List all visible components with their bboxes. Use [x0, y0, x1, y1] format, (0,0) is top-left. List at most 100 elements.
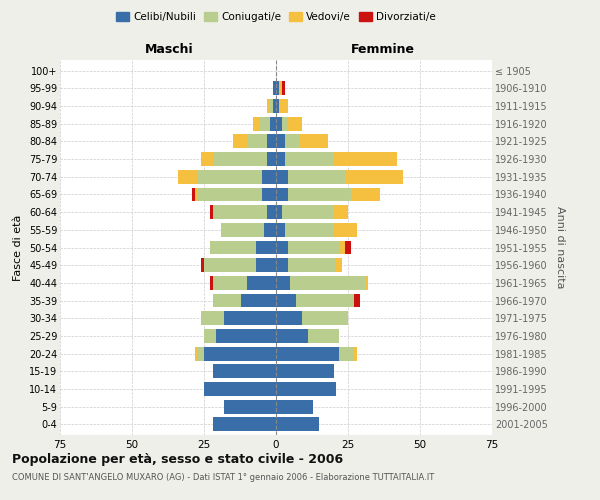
Bar [284, 134, 299, 148]
Bar [224, 400, 276, 413]
Bar [287, 117, 302, 130]
Bar [365, 276, 368, 290]
Bar [287, 170, 345, 183]
Bar [345, 170, 403, 183]
Bar [210, 205, 212, 219]
Bar [276, 99, 279, 113]
Bar [337, 258, 342, 272]
Bar [351, 188, 380, 202]
Bar [276, 258, 287, 272]
Bar [204, 382, 276, 396]
Bar [287, 188, 351, 202]
Bar [276, 134, 284, 148]
Bar [276, 240, 287, 254]
Bar [273, 99, 276, 113]
Bar [354, 294, 359, 308]
Bar [198, 346, 204, 360]
Bar [276, 117, 282, 130]
Bar [256, 258, 276, 272]
Bar [276, 294, 296, 308]
Bar [193, 188, 196, 202]
Bar [287, 258, 337, 272]
Bar [233, 134, 247, 148]
Bar [282, 82, 284, 95]
Bar [282, 205, 334, 219]
Text: COMUNE DI SANT'ANGELO MUXARO (AG) - Dati ISTAT 1° gennaio 2006 - Elaborazione TU: COMUNE DI SANT'ANGELO MUXARO (AG) - Dati… [12, 472, 434, 482]
Bar [299, 134, 328, 148]
Bar [256, 240, 276, 254]
Bar [334, 205, 348, 219]
Bar [262, 188, 276, 202]
Bar [241, 294, 276, 308]
Bar [253, 117, 259, 130]
Y-axis label: Anni di nascita: Anni di nascita [554, 206, 565, 289]
Bar [204, 329, 215, 343]
Text: Popolazione per età, sesso e stato civile - 2006: Popolazione per età, sesso e stato civil… [12, 452, 343, 466]
Bar [268, 152, 276, 166]
Y-axis label: Fasce di età: Fasce di età [13, 214, 23, 280]
Bar [247, 134, 268, 148]
Bar [270, 99, 273, 113]
Bar [204, 346, 276, 360]
Bar [196, 346, 198, 360]
Bar [276, 152, 284, 166]
Bar [354, 346, 356, 360]
Bar [178, 170, 198, 183]
Bar [276, 364, 334, 378]
Bar [279, 99, 287, 113]
Bar [276, 82, 279, 95]
Bar [212, 294, 241, 308]
Bar [212, 418, 276, 432]
Bar [334, 152, 397, 166]
Bar [282, 117, 287, 130]
Bar [212, 205, 268, 219]
Bar [201, 152, 212, 166]
Bar [196, 188, 198, 202]
Bar [276, 418, 319, 432]
Bar [276, 188, 287, 202]
Bar [276, 312, 302, 325]
Bar [276, 205, 282, 219]
Bar [334, 223, 356, 236]
Bar [296, 294, 354, 308]
Bar [247, 276, 276, 290]
Bar [259, 117, 270, 130]
Bar [270, 117, 276, 130]
Bar [276, 400, 313, 413]
Bar [340, 346, 354, 360]
Bar [276, 382, 337, 396]
Bar [308, 329, 340, 343]
Bar [198, 188, 262, 202]
Bar [262, 170, 276, 183]
Legend: Celibi/Nubili, Coniugati/e, Vedovi/e, Divorziati/e: Celibi/Nubili, Coniugati/e, Vedovi/e, Di… [112, 8, 440, 26]
Bar [276, 346, 340, 360]
Bar [201, 258, 204, 272]
Bar [276, 170, 287, 183]
Bar [212, 364, 276, 378]
Bar [268, 99, 270, 113]
Bar [198, 170, 262, 183]
Bar [284, 152, 334, 166]
Bar [273, 82, 276, 95]
Bar [279, 82, 282, 95]
Bar [276, 223, 284, 236]
Bar [340, 240, 345, 254]
Bar [284, 223, 334, 236]
Bar [221, 223, 265, 236]
Text: Maschi: Maschi [145, 44, 194, 57]
Bar [212, 152, 268, 166]
Bar [268, 134, 276, 148]
Bar [210, 240, 256, 254]
Bar [276, 276, 290, 290]
Bar [268, 205, 276, 219]
Bar [204, 258, 256, 272]
Bar [345, 240, 351, 254]
Bar [215, 329, 276, 343]
Bar [290, 276, 365, 290]
Bar [276, 329, 308, 343]
Bar [287, 240, 340, 254]
Bar [201, 312, 224, 325]
Bar [302, 312, 348, 325]
Bar [212, 276, 247, 290]
Text: Femmine: Femmine [350, 44, 415, 57]
